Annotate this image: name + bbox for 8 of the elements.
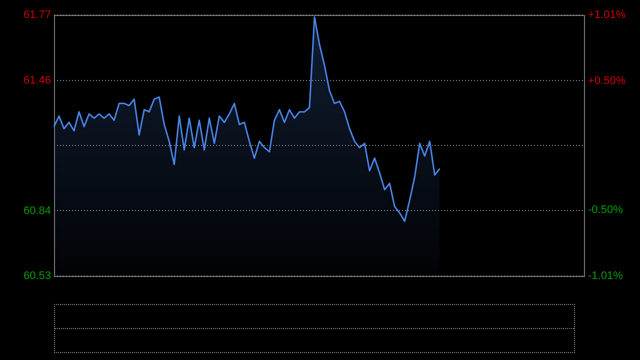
y2-tick-label: +0.50% (588, 74, 626, 87)
y2-tick-label: +1.01% (588, 9, 626, 22)
y-tick-label: 60.53 (23, 270, 51, 282)
y-tick-label: 61.46 (23, 74, 51, 86)
y-tick-label: 61.77 (23, 9, 51, 22)
y-tick-label: 60.84 (23, 204, 51, 217)
y2-tick-label: -1.01% (588, 270, 624, 282)
y2-tick-label: -0.50% (588, 204, 624, 216)
